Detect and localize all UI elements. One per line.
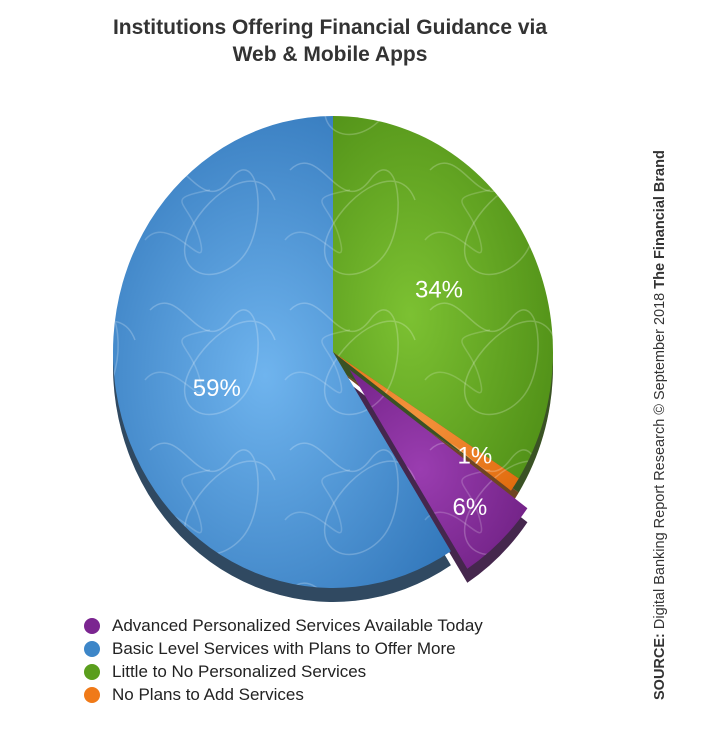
- source-label: SOURCE:: [652, 633, 668, 700]
- legend-label: Advanced Personalized Services Available…: [112, 615, 483, 635]
- legend-label: No Plans to Add Services: [112, 684, 304, 704]
- data-label-little-to-no-personalized-services: 34%: [415, 277, 463, 304]
- source-brand: The Financial Brand: [652, 150, 668, 289]
- pie-labels: 34% 1% 6% 59%: [193, 277, 492, 522]
- data-label-basic-level-services-with-plans-to-offer-more: 59%: [193, 375, 241, 402]
- legend-label: Basic Level Services with Plans to Offer…: [112, 638, 456, 658]
- legend-swatch: [84, 617, 100, 634]
- legend-item-little-to-no-personalized-services: Little to No Personalized Services: [84, 660, 483, 683]
- chart-title: Institutions Offering Financial Guidance…: [40, 14, 620, 68]
- slice-texture-no-plans-to-add-services: [333, 352, 519, 491]
- slice-texture-advanced-personalized-services-available-today: [349, 369, 528, 569]
- legend-item-no-plans-to-add-services: No Plans to Add Services: [84, 683, 483, 706]
- source-credit: SOURCE: Digital Banking Report Research …: [652, 150, 668, 700]
- legend-swatch: [84, 640, 100, 657]
- chart-title-line-2: Web & Mobile Apps: [232, 43, 428, 66]
- chart-title-line-1: Institutions Offering Financial Guidance…: [112, 16, 548, 39]
- data-label-no-plans-to-add-services: 1%: [458, 443, 493, 470]
- legend-swatch: [84, 663, 100, 680]
- legend-item-advanced-personalized-services-available-today: Advanced Personalized Services Available…: [84, 614, 483, 637]
- legend-label: Little to No Personalized Services: [112, 661, 367, 681]
- slice-texture-little-to-no-personalized-services: [333, 116, 554, 479]
- slice-texture-basic-level-services-with-plans-to-offer-more: [112, 115, 451, 589]
- data-label-advanced-personalized-services-available-today: 6%: [453, 494, 488, 521]
- legend-item-basic-level-services-with-plans-to-offer-more: Basic Level Services with Plans to Offer…: [84, 637, 483, 660]
- legend-swatch: [84, 686, 100, 703]
- legend: Advanced Personalized Services Available…: [84, 614, 483, 706]
- pie-slices: [112, 115, 554, 589]
- source-text: Digital Banking Report Research © Septem…: [652, 292, 668, 630]
